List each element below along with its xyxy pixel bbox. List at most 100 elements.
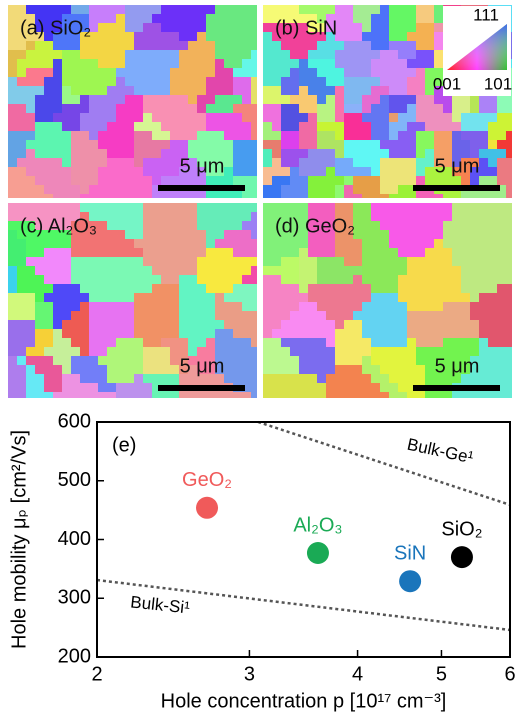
grain bbox=[461, 248, 470, 257]
grain bbox=[53, 248, 62, 257]
grain bbox=[290, 239, 299, 248]
grain bbox=[116, 239, 125, 248]
grain bbox=[170, 86, 179, 95]
grain bbox=[35, 140, 44, 149]
grain bbox=[398, 212, 407, 221]
grain bbox=[26, 68, 35, 77]
grain bbox=[461, 194, 470, 198]
grain bbox=[506, 383, 512, 392]
grain bbox=[398, 248, 407, 257]
grain bbox=[125, 347, 134, 356]
grain bbox=[452, 194, 461, 198]
grain bbox=[251, 212, 257, 221]
grain bbox=[506, 221, 512, 230]
grain bbox=[152, 95, 161, 104]
grain bbox=[416, 167, 425, 176]
grain bbox=[206, 329, 215, 338]
grain bbox=[470, 230, 479, 239]
grain bbox=[380, 284, 389, 293]
point-label: SiO₂ bbox=[441, 518, 482, 540]
grain bbox=[335, 113, 344, 122]
grain bbox=[344, 32, 353, 41]
grain bbox=[362, 131, 371, 140]
grain bbox=[107, 374, 116, 383]
grain bbox=[380, 365, 389, 374]
grain bbox=[8, 383, 17, 392]
grain bbox=[35, 50, 44, 59]
grain bbox=[143, 374, 152, 383]
grain bbox=[80, 293, 89, 302]
grain bbox=[8, 167, 17, 176]
grain bbox=[308, 329, 317, 338]
grain bbox=[62, 302, 71, 311]
grain bbox=[188, 338, 197, 347]
grain bbox=[53, 311, 62, 320]
grain bbox=[125, 59, 134, 68]
grain bbox=[506, 320, 512, 329]
grain bbox=[461, 113, 470, 122]
grain bbox=[362, 68, 371, 77]
grain bbox=[371, 212, 380, 221]
grain bbox=[98, 212, 107, 221]
grain bbox=[197, 266, 206, 275]
grain bbox=[35, 311, 44, 320]
grain bbox=[161, 347, 170, 356]
grain bbox=[224, 275, 233, 284]
grain bbox=[281, 113, 290, 122]
grain bbox=[251, 239, 257, 248]
grain bbox=[506, 140, 512, 149]
grain bbox=[179, 203, 188, 212]
grain bbox=[197, 194, 206, 198]
grain bbox=[197, 41, 206, 50]
grain bbox=[107, 77, 116, 86]
grain bbox=[179, 338, 188, 347]
grain bbox=[80, 185, 89, 194]
grain bbox=[233, 302, 242, 311]
grain bbox=[161, 77, 170, 86]
grain bbox=[197, 239, 206, 248]
grain bbox=[353, 392, 362, 398]
grain bbox=[407, 392, 416, 398]
point-label: Al₂O₃ bbox=[293, 514, 342, 536]
grain bbox=[44, 383, 53, 392]
grain bbox=[434, 41, 443, 50]
grain bbox=[263, 248, 272, 257]
grain bbox=[89, 347, 98, 356]
grain bbox=[224, 59, 233, 68]
grain bbox=[215, 203, 224, 212]
grain bbox=[326, 41, 335, 50]
grain bbox=[272, 311, 281, 320]
grain bbox=[335, 293, 344, 302]
grain bbox=[362, 167, 371, 176]
grain bbox=[506, 239, 512, 248]
y-axis-label: Hole mobility μₚ [cm²/Vs] bbox=[8, 430, 30, 649]
grain bbox=[80, 176, 89, 185]
grain bbox=[425, 5, 434, 14]
grain bbox=[497, 230, 506, 239]
grain bbox=[470, 131, 479, 140]
grain bbox=[17, 311, 26, 320]
grain bbox=[407, 158, 416, 167]
grain bbox=[44, 239, 53, 248]
grain bbox=[233, 59, 242, 68]
grain bbox=[170, 221, 179, 230]
grain bbox=[161, 167, 170, 176]
grain bbox=[53, 77, 62, 86]
grain bbox=[53, 356, 62, 365]
grain bbox=[188, 203, 197, 212]
grain bbox=[290, 329, 299, 338]
grain bbox=[425, 329, 434, 338]
grain bbox=[263, 194, 272, 198]
grain bbox=[389, 104, 398, 113]
grain bbox=[197, 248, 206, 257]
grain bbox=[479, 374, 488, 383]
grain bbox=[362, 23, 371, 32]
grain bbox=[308, 167, 317, 176]
grain bbox=[488, 302, 497, 311]
grain bbox=[281, 284, 290, 293]
grain bbox=[362, 32, 371, 41]
point-label: SiN bbox=[394, 542, 426, 564]
grain bbox=[35, 266, 44, 275]
grain bbox=[389, 365, 398, 374]
grain bbox=[479, 365, 488, 374]
